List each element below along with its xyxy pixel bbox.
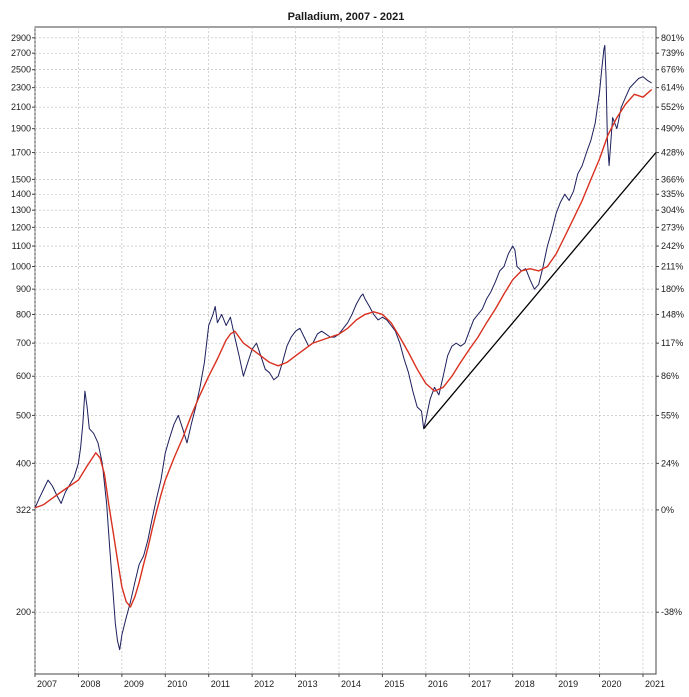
y-tick-label-left: 600 [16, 371, 31, 381]
y-tick-label-right: 24% [661, 458, 679, 468]
moving-average-line [34, 88, 653, 608]
x-tick-label: 2008 [80, 679, 100, 689]
x-tick-label: 2020 [602, 679, 622, 689]
y-tick-label-left: 200 [16, 607, 31, 617]
y-tick-label-left: 1100 [12, 241, 31, 251]
y-tick-label-right: 552% [661, 102, 684, 112]
x-tick-label: 2009 [124, 679, 144, 689]
y-tick-label-right: 614% [661, 83, 684, 93]
x-tick-label: 2019 [558, 679, 578, 689]
y-tick-label-right: 242% [661, 241, 684, 251]
y-tick-label-right: 428% [661, 148, 684, 158]
y-tick-label-left: 900 [16, 284, 31, 294]
y-tick-label-left: 1500 [11, 174, 31, 184]
y-tick-label-right: 739% [661, 48, 684, 58]
y-tick-label-left: 1700 [11, 148, 31, 158]
x-tick-label: 2010 [167, 679, 187, 689]
price-series-line [34, 44, 652, 651]
y-tick-label-right: 55% [661, 410, 679, 420]
y-tick-label-left: 400 [16, 458, 31, 468]
y-tick-label-right: 148% [661, 309, 684, 319]
y-tick-label-left: 2900 [11, 33, 31, 43]
y-tick-label-right: -38% [661, 607, 682, 617]
y-tick-label-right: 117% [661, 338, 683, 348]
y-tick-label-left: 2500 [11, 65, 31, 75]
x-tick-label: 2018 [515, 679, 535, 689]
y-tick-label-right: 180% [661, 284, 684, 294]
chart-title: Palladium, 2007 - 2021 [288, 11, 405, 23]
x-tick-label: 2015 [384, 679, 404, 689]
x-tick-label: 2014 [341, 679, 361, 689]
y-tick-label-right: 801% [661, 33, 684, 43]
y-tick-label-left: 800 [16, 309, 31, 319]
y-tick-label-left: 2100 [11, 102, 31, 112]
x-tick-label: 2016 [428, 679, 448, 689]
y-tick-label-right: 86% [661, 371, 679, 381]
y-tick-label-left: 1200 [11, 222, 31, 232]
y-tick-label-left: 500 [16, 410, 31, 420]
y-tick-label-left: 1000 [11, 262, 31, 272]
y-tick-label-left: 1900 [11, 124, 31, 134]
y-tick-label-right: 366% [661, 174, 684, 184]
y-tick-label-right: 273% [661, 222, 684, 232]
y-tick-label-right: 304% [661, 205, 684, 215]
x-tick-label: 2012 [254, 679, 274, 689]
grid-layer [34, 27, 656, 674]
x-tick-label: 2011 [211, 679, 230, 689]
y-tick-label-left: 1400 [11, 189, 31, 199]
y-tick-label-left: 2700 [11, 48, 31, 58]
y-tick-label-right: 676% [661, 65, 684, 75]
y-tick-label-left: 322 [16, 505, 31, 515]
series-layer [34, 44, 657, 651]
x-tick-label: 2013 [298, 679, 318, 689]
y-tick-label-right: 0% [661, 505, 674, 515]
y-tick-label-left: 700 [16, 338, 31, 348]
y-tick-label-right: 490% [661, 124, 684, 134]
x-tick-label: 2007 [37, 679, 57, 689]
axis-layer: 2900 801% 2700 739% 2500 676% 2300 614% 2100 552%… [11, 33, 684, 689]
y-tick-label-left: 1300 [11, 205, 31, 215]
plot-area [34, 26, 657, 675]
y-tick-label-right: 211% [661, 262, 683, 272]
y-tick-label-left: 2300 [11, 83, 31, 93]
x-tick-label: 2021 [645, 679, 665, 689]
x-tick-label: 2017 [471, 679, 491, 689]
trend-line [423, 152, 657, 430]
y-tick-label-right: 335% [661, 189, 684, 199]
